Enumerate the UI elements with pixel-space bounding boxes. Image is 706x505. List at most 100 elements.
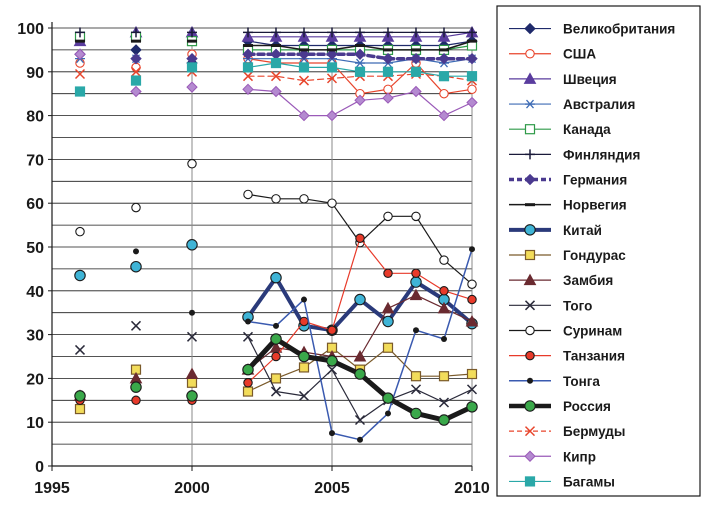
data-point	[409, 288, 423, 301]
data-point	[383, 211, 393, 222]
data-point	[270, 386, 282, 397]
data-point	[75, 58, 85, 68]
series-18	[74, 48, 478, 122]
series-12	[74, 320, 478, 426]
data-point	[74, 390, 86, 402]
legend-marker	[524, 476, 536, 487]
data-point	[439, 88, 449, 99]
legend-item: Кипр	[509, 449, 596, 464]
data-point	[410, 384, 422, 395]
data-point	[438, 414, 450, 426]
legend-marker	[524, 249, 536, 261]
legend-item: Финляндия	[509, 147, 640, 162]
data-point	[298, 48, 310, 60]
data-point	[327, 27, 337, 38]
data-point	[133, 248, 139, 255]
data-point	[74, 68, 86, 80]
data-point	[243, 189, 253, 200]
legend-marker	[524, 124, 536, 135]
data-point	[271, 27, 281, 38]
legend-marker	[525, 350, 535, 361]
data-point	[299, 194, 309, 204]
legend-item: Германия	[509, 173, 627, 188]
data-point	[355, 27, 365, 38]
data-point	[186, 239, 198, 251]
data-point	[131, 62, 141, 73]
legend-label: Швеция	[563, 72, 617, 87]
data-point	[382, 315, 394, 328]
data-point	[299, 27, 309, 38]
data-point	[382, 52, 394, 65]
data-point	[186, 331, 198, 342]
data-point	[326, 48, 338, 60]
legend-item: Бермуды	[509, 424, 625, 439]
data-point	[439, 286, 449, 296]
legend-marker	[525, 325, 535, 336]
data-point	[299, 316, 309, 327]
legend-marker	[523, 72, 537, 84]
legend-marker	[523, 273, 537, 286]
y-tick-label: 90	[26, 65, 44, 82]
data-point	[187, 27, 197, 38]
legend-item: Суринам	[509, 323, 622, 338]
data-point	[354, 66, 366, 77]
data-point	[466, 384, 478, 395]
data-point	[410, 371, 422, 382]
legend-item: Багамы	[509, 474, 615, 489]
data-point	[130, 66, 142, 77]
data-point	[242, 48, 254, 60]
legend-marker	[524, 173, 536, 186]
legend-item: Китай	[509, 223, 602, 238]
data-point	[270, 333, 282, 345]
legend-marker	[524, 400, 536, 412]
legend: Великобритания США Швеция Австралия Канада Фи…	[496, 5, 701, 497]
axes: 0 10 20 30 40 50 60 70 80 90 100 1995 2000 2005 2010	[17, 21, 490, 497]
data-point	[130, 381, 142, 393]
data-point	[437, 301, 451, 314]
data-point	[74, 344, 86, 355]
data-point	[326, 109, 338, 122]
data-point	[411, 268, 421, 279]
data-point	[410, 66, 422, 77]
data-point	[382, 66, 394, 77]
legend-label: Замбия	[563, 273, 613, 288]
y-tick-label: 50	[26, 240, 44, 257]
data-point	[385, 410, 391, 417]
data-point	[186, 390, 198, 402]
series-6	[75, 27, 477, 38]
legend-marker	[524, 22, 536, 35]
data-point	[243, 27, 253, 38]
data-point	[131, 395, 141, 406]
data-point	[74, 403, 86, 415]
data-point	[438, 109, 450, 122]
legend-label: Россия	[563, 399, 611, 414]
data-point	[130, 75, 142, 86]
data-point	[245, 318, 251, 325]
data-point	[466, 52, 478, 65]
data-point	[413, 327, 419, 334]
legend-label: Китай	[563, 223, 602, 238]
data-point	[355, 58, 365, 68]
data-point	[186, 81, 198, 93]
data-point	[242, 386, 254, 397]
legend-marker	[525, 99, 535, 109]
y-tick-label: 60	[26, 196, 44, 213]
data-point	[130, 85, 142, 98]
data-point	[298, 362, 310, 373]
legend-label: Канада	[563, 122, 611, 137]
data-point	[130, 260, 142, 273]
data-point	[270, 373, 282, 384]
data-point	[382, 392, 394, 404]
data-point	[410, 407, 422, 420]
grid	[52, 27, 473, 466]
data-point	[271, 351, 281, 362]
data-point	[298, 75, 310, 86]
data-point	[357, 436, 363, 443]
data-point	[439, 27, 449, 38]
legend-item: Тонга	[509, 374, 600, 389]
legend-label: Тонга	[563, 374, 600, 389]
legend-label: Норвегия	[563, 198, 627, 213]
legend-item: Танзания	[509, 349, 625, 364]
data-point	[298, 390, 310, 401]
legend-label: Финляндия	[563, 147, 640, 162]
